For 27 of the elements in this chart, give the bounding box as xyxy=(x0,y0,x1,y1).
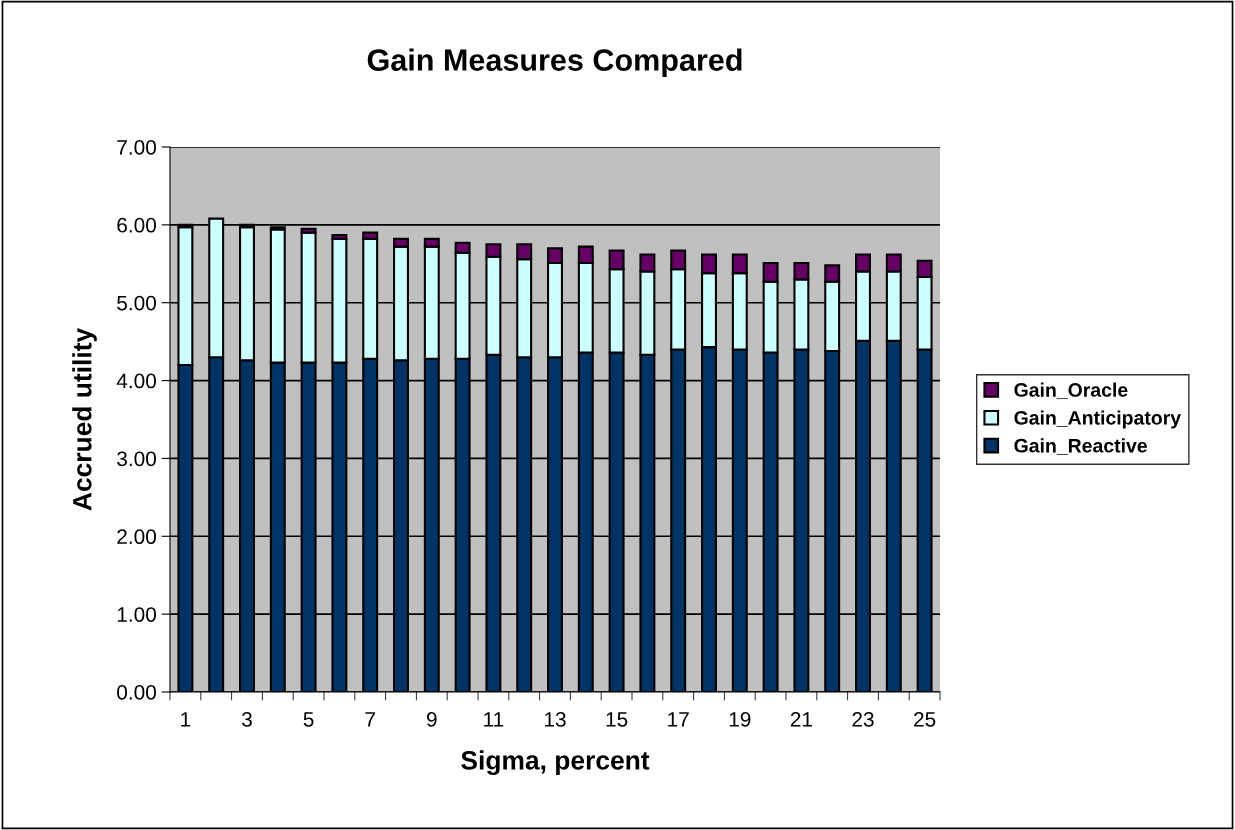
x-tick-label: 17 xyxy=(668,712,689,727)
x-axis-title: Sigma, percent xyxy=(461,750,650,776)
x-tick-label: 1 xyxy=(181,712,191,727)
legend-label: Gain_Reactive xyxy=(1014,438,1147,455)
x-tick-label: 13 xyxy=(545,711,566,727)
x-tick-label: 9 xyxy=(426,711,437,727)
x-tick-label: 5 xyxy=(303,712,314,727)
x-tick-label: 3 xyxy=(242,711,252,727)
y-tick-label: 7.00 xyxy=(117,140,156,155)
x-tick-label: 7 xyxy=(365,712,375,727)
x-tick-label: 25 xyxy=(914,711,936,727)
y-tick-label: 2.00 xyxy=(117,529,156,545)
x-tick-label: 23 xyxy=(852,711,874,727)
x-tick-label: 21 xyxy=(790,711,812,727)
y-tick-label: 1.00 xyxy=(117,607,156,622)
x-tick-label: 11 xyxy=(484,712,504,727)
y-tick-label: 5.00 xyxy=(117,295,156,311)
y-axis-title: Accrued utility xyxy=(72,327,97,511)
legend-label: Gain_Oracle xyxy=(1014,382,1128,400)
legend-label: Gain_Anticipatory xyxy=(1014,410,1181,429)
y-tick-label: 0.00 xyxy=(117,685,156,700)
x-tick-label: 15 xyxy=(606,712,628,727)
y-tick-label: 3.00 xyxy=(117,451,156,467)
y-tick-label: 6.00 xyxy=(117,217,156,233)
x-tick-label: 19 xyxy=(729,711,751,727)
chart-title: Gain Measures Compared xyxy=(367,48,742,77)
y-tick-label: 4.00 xyxy=(116,373,156,389)
